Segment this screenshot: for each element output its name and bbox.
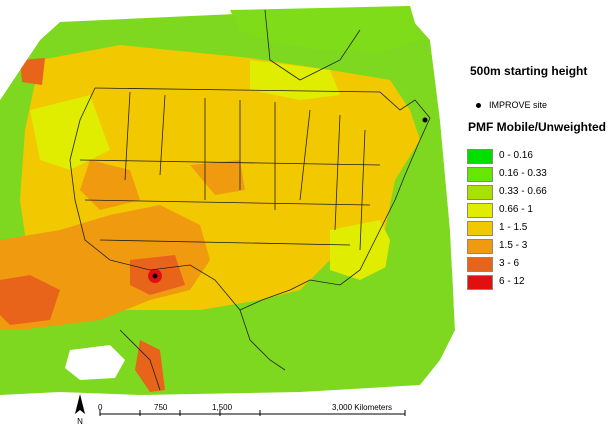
scale-label: 0	[98, 403, 103, 412]
ocean-gulf	[65, 345, 125, 380]
legend-label: 0.16 - 0.33	[499, 168, 547, 179]
legend-label: 0 - 0.16	[499, 150, 533, 161]
legend-label: 1 - 1.5	[499, 222, 528, 233]
legend-swatch	[467, 257, 493, 272]
scale-label: 3,000 Kilometers	[332, 403, 393, 412]
legend-label: 1.5 - 3	[499, 240, 528, 251]
legend-swatch	[467, 185, 493, 200]
legend-swatch	[467, 167, 493, 182]
field-dark-orange	[0, 58, 185, 392]
legend-label: 6 - 12	[499, 276, 525, 287]
improve-site-label: IMPROVE site	[489, 100, 548, 110]
legend-swatch	[467, 275, 493, 290]
starting-height-label: 500m starting height	[470, 64, 588, 78]
improve-site-legend: IMPROVE site	[476, 100, 547, 110]
legend-swatch	[467, 221, 493, 236]
scale-bar: N 0 750 1,500 3,000 Kilometers	[70, 392, 490, 427]
legend-label: 3 - 6	[499, 258, 520, 269]
scale-bar-graphic: N	[75, 394, 406, 426]
borders	[69, 9, 431, 391]
field-orange	[0, 160, 245, 330]
field-arctic	[230, 6, 420, 52]
ocean-right	[430, 40, 613, 427]
legend-swatch	[467, 203, 493, 218]
scale-ticks	[99, 410, 406, 416]
improve-site-marker	[422, 117, 428, 123]
north-arrow-icon	[75, 394, 85, 414]
legend-swatch	[467, 149, 493, 164]
legend-label: 0.66 - 1	[499, 204, 533, 215]
legend-label: 0.33 - 0.66	[499, 186, 547, 197]
ocean-pacific	[0, 0, 60, 100]
improve-site-marker	[152, 273, 158, 279]
improve-sites	[152, 117, 428, 279]
scale-label: 1,500	[212, 403, 233, 412]
field-light-yellow	[30, 60, 400, 280]
legend-title: PMF Mobile/Unweighted	[468, 120, 606, 134]
north-label: N	[77, 417, 83, 426]
legend-swatch	[467, 239, 493, 254]
improve-site-dot-icon	[476, 103, 481, 109]
scale-label: 750	[154, 403, 168, 412]
